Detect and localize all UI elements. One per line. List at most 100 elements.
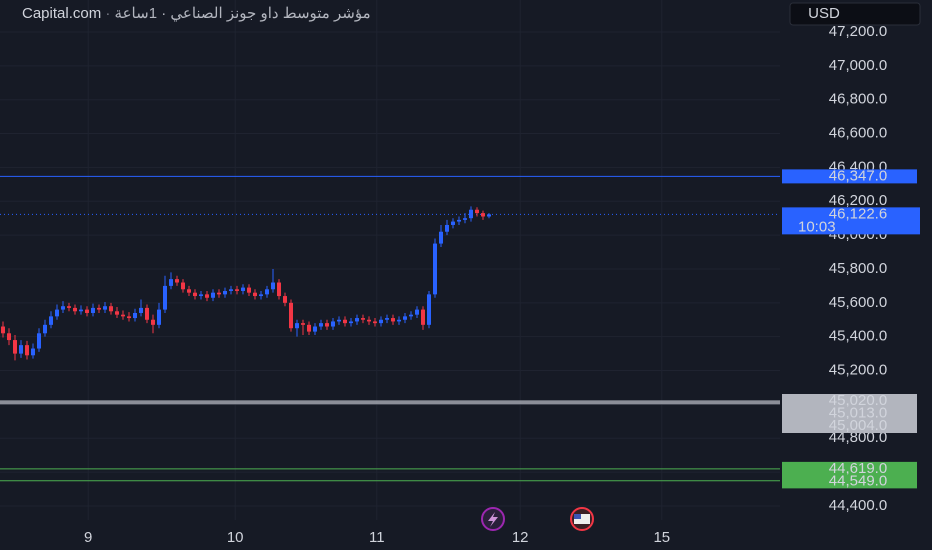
price-line-label: 45,004.0	[829, 417, 887, 434]
candle-body	[325, 323, 329, 327]
candle-body	[211, 292, 215, 298]
candle-body	[193, 292, 197, 297]
source: Capital.com	[22, 5, 101, 22]
y-tick-label: 45,800.0	[829, 260, 887, 277]
candle-body	[49, 316, 53, 325]
candle-body	[415, 309, 419, 315]
candle-body	[265, 289, 269, 295]
currency-box[interactable]	[789, 2, 921, 26]
x-tick-label: 12	[512, 529, 529, 546]
x-tick-label: 11	[369, 529, 385, 546]
last-price-label: 46,122.6	[829, 205, 887, 222]
currency[interactable]: USD	[808, 5, 840, 22]
x-tick-label: 9	[84, 529, 92, 546]
candle-body	[157, 309, 161, 325]
y-tick-label: 45,600.0	[829, 294, 887, 311]
last-price-box	[782, 207, 920, 235]
candle-body	[31, 348, 35, 356]
candle-body	[331, 321, 335, 327]
y-tick-label: 44,400.0	[829, 497, 887, 514]
countdown: 10:03	[798, 218, 836, 235]
price-line-label: 44,619.0	[829, 460, 887, 477]
candle-body	[343, 319, 347, 324]
candle-body	[73, 307, 77, 312]
y-tick-label: 47,000.0	[829, 57, 887, 74]
candle-body	[403, 316, 407, 320]
candle-body	[37, 333, 41, 349]
candle-body	[409, 314, 413, 317]
candle-body	[85, 309, 89, 313]
price-line-label-box	[782, 394, 917, 409]
price-line-label: 46,347.0	[829, 167, 887, 184]
y-tick-label: 47,200.0	[829, 23, 887, 40]
candle-body	[187, 289, 191, 293]
candle-body	[19, 345, 23, 354]
candle-body	[283, 296, 287, 303]
candle-body	[457, 219, 461, 222]
candle-body	[223, 290, 227, 295]
candle-body	[277, 282, 281, 297]
candle-body	[487, 214, 491, 217]
price-axis: 44,400.044,600.044,800.045,000.045,200.0…	[84, 23, 920, 546]
candle-body	[115, 311, 119, 315]
candle-body	[103, 306, 107, 310]
price-line-label: 44,549.0	[829, 472, 887, 489]
price-line-label-box	[782, 474, 917, 489]
candle-body	[433, 243, 437, 295]
candle-body	[151, 319, 155, 325]
candle-body	[271, 282, 275, 290]
candle-body	[55, 309, 59, 317]
candle-body	[313, 326, 317, 332]
y-tick-label: 44,800.0	[829, 429, 887, 446]
candle-body	[259, 294, 263, 297]
candle-body	[175, 279, 179, 283]
candle-body	[421, 309, 425, 325]
candle-body	[241, 287, 245, 291]
candle-body	[481, 213, 485, 217]
y-tick-label: 45,200.0	[829, 362, 887, 379]
candle-body	[235, 289, 239, 291]
candle-body	[355, 318, 359, 322]
candle-body	[397, 319, 401, 322]
candle-body	[349, 321, 353, 324]
candle-body	[445, 224, 449, 232]
candle-body	[307, 324, 311, 332]
candle-body	[391, 318, 395, 322]
candle-body	[139, 307, 143, 313]
candle-body	[199, 294, 203, 297]
price-line-label-box	[782, 419, 917, 434]
y-tick-label: 46,200.0	[829, 192, 887, 209]
candle-body	[253, 292, 257, 297]
candle-body	[229, 289, 233, 291]
price-line-label-box	[782, 169, 917, 184]
candle-body	[337, 319, 341, 322]
candle-body	[247, 287, 251, 293]
candle-body	[301, 323, 305, 325]
candle-body	[475, 209, 479, 214]
grid	[0, 0, 780, 520]
event-icons	[481, 507, 594, 531]
candle-body	[25, 345, 29, 356]
y-tick-label: 46,800.0	[829, 91, 887, 108]
chart-header: Capital.com · مؤشر متوسط داو جونز الصناع…	[22, 5, 371, 22]
lightning-glyph	[488, 512, 498, 527]
x-tick-label: 15	[653, 529, 670, 546]
flag-glyph	[574, 514, 590, 524]
separator: ·	[101, 5, 114, 22]
candle-body	[469, 209, 473, 219]
candle-body	[181, 282, 185, 290]
candle-body	[451, 221, 455, 225]
candle-body	[439, 231, 443, 244]
flag-canton	[574, 514, 581, 519]
candle-body	[1, 326, 5, 334]
candle-body	[427, 294, 431, 325]
candle-body	[289, 302, 293, 329]
candle-body	[367, 319, 371, 322]
candle-body	[319, 323, 323, 327]
candle-body	[91, 307, 95, 313]
price-line-label: 45,013.0	[829, 404, 887, 421]
candle-body	[205, 294, 209, 298]
candle-body	[361, 318, 365, 320]
